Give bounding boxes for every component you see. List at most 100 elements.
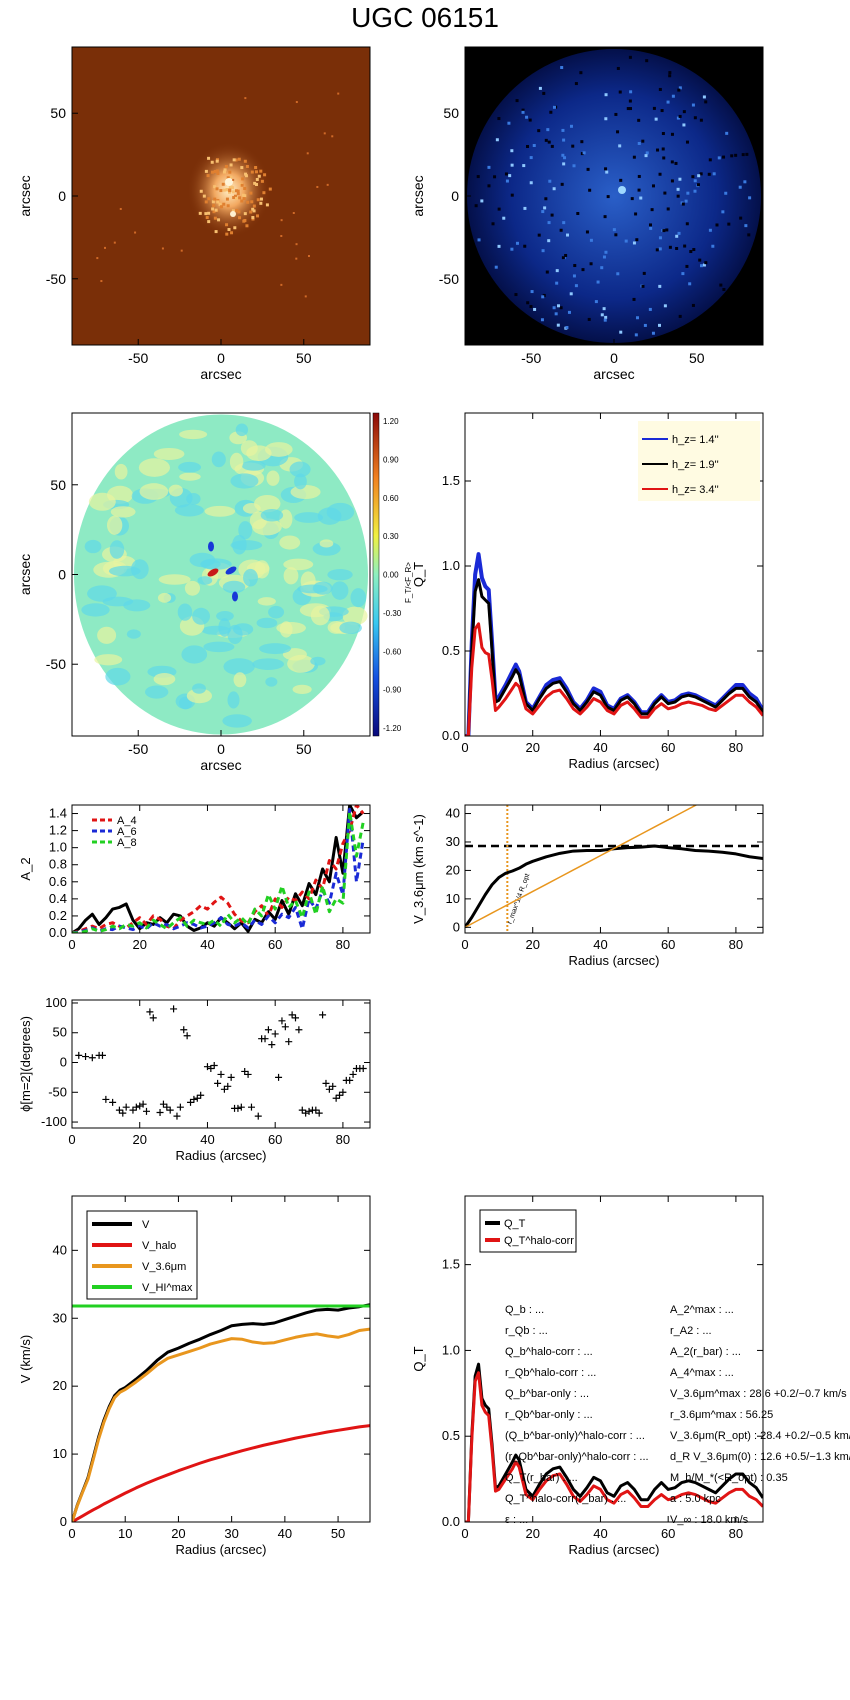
stat-r-qb-bar-only-halo-corr: (r_Qb^bar-only)^halo-corr : ... [505,1451,649,1463]
colorbar-tick-label: 0.60 [383,494,399,503]
stat-epsilon: ε : ... [505,1514,529,1526]
legend-label: V_3.6μm [142,1261,186,1273]
chart-frame [71,804,371,934]
image1-xlabel: arcsec [200,366,241,382]
y-axis-label: ϕ[m=2](degrees) [18,1016,33,1112]
force-texture [153,447,185,460]
disc-pixel [497,117,501,121]
force-texture [243,568,258,587]
galaxy-pixel [214,208,218,212]
phase-point [336,1091,344,1099]
force-texture [254,560,270,579]
force-texture [312,581,333,595]
disc-pixel [628,99,632,103]
disc-pixel [658,87,662,91]
disc-pixel [523,244,527,248]
disc-pixel [529,181,533,185]
force-texture [131,559,149,580]
phase-point [163,1103,171,1111]
force-texture [181,645,208,664]
disc-pixel [629,90,633,94]
x-tick-label: 40 [278,1526,292,1541]
disc-pixel [576,212,580,216]
y-tick-label: 100 [45,995,67,1010]
legend-label: h_z= 3.4'' [672,484,719,496]
image-panel-orange: -50 -50 0 0 50 50 arcsec arcsec [17,46,371,382]
disc-pixel [540,318,544,322]
disc-pixel [663,191,667,195]
disc-pixel [699,172,703,176]
disc-pixel [645,151,649,155]
force-texture [232,534,247,555]
disc-pixel [588,188,592,192]
phase-point [359,1064,367,1072]
phase-point [234,1104,242,1112]
disc-pixel [708,228,712,232]
galaxy-pixel [219,189,223,193]
force-texture [287,654,315,673]
disc-pixel [639,196,643,200]
phase-point [197,1091,205,1099]
phase-point [261,1035,269,1043]
disc-pixel [645,59,649,63]
disc-pixel [663,304,667,308]
galaxy-pixel [251,207,255,211]
disc-pixel [560,66,564,70]
phase-point [305,1107,313,1115]
force-texture [87,585,117,602]
series-a-4 [72,805,365,933]
stat-r-qb: r_Qb : ... [505,1325,548,1337]
phase-point [210,1061,218,1069]
image-panel-force-map: -50 -50 0 0 50 50 arcsec arcsec 1.20 0.90 0.60 0.30… [17,412,413,773]
x-axis-label: Radius (arcsec) [568,1542,659,1557]
galaxy-pixel [228,170,232,174]
y-tick-label: 0 [60,1055,67,1070]
disc-pixel [651,184,655,188]
disc-pixel [562,162,566,166]
image2-ytick-label: 50 [443,105,459,121]
force-texture [222,580,246,594]
galaxy-pixel [227,228,231,232]
x-tick-label: 0 [461,740,468,755]
disc-pixel [545,270,549,274]
image2-ytick-label: 0 [451,188,459,204]
disc-pixel [604,167,608,171]
galaxy-pixel [243,159,247,163]
galaxy-pixel [198,211,202,215]
chart-frame [464,1195,764,1523]
galaxy-pixel [243,187,247,191]
y-tick-label: 0 [60,1514,67,1529]
disc-pixel [477,238,481,242]
series-h-z-1-9- [465,578,763,736]
disc-pixel [661,132,665,136]
galaxy-pixel [210,160,214,164]
phase-point [119,1109,127,1117]
force-texture [319,539,334,548]
legend-label: V_halo [142,1240,176,1252]
disc-pixel [600,266,604,270]
disc-pixel [686,191,690,195]
stat-v36-ropt: V_3.6μm(R_opt) : 28.4 +0.2/−0.5 km/s [670,1430,850,1442]
galaxy-pixel [241,193,245,197]
galaxy-pixel [216,171,220,175]
phase-point [292,1014,299,1022]
disc-pixel [561,256,565,260]
chart-frame [71,999,371,1129]
x-tick-label: 60 [661,1526,675,1541]
force-texture [268,605,285,619]
legend-label: A_6 [117,826,137,838]
force-texture [339,621,362,635]
disc-pixel [497,244,501,248]
disc-pixel [529,305,533,309]
x-tick-label: 20 [525,1526,539,1541]
force-texture [126,629,141,639]
disc-pixel [637,118,641,122]
x-tick-label: 40 [593,1526,607,1541]
image2-xtick-label: 0 [610,350,618,366]
disc-pixel [730,154,734,158]
phase-point [285,1038,293,1046]
disc-pixel [744,224,748,228]
disc-pixel [616,272,620,276]
image3-ylabel: arcsec [17,554,33,595]
disc-pixel [547,239,551,243]
